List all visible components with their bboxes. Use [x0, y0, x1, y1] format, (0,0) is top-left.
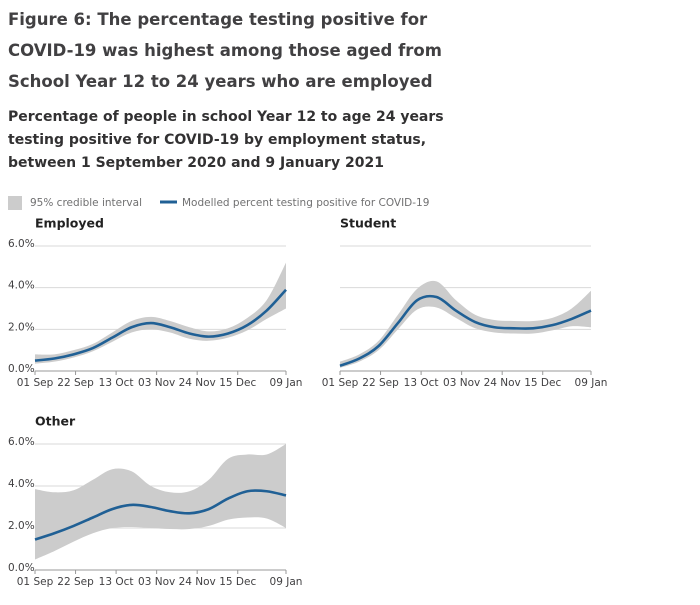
x-tick-label: 01 Sep — [322, 377, 359, 389]
x-tick-label: 24 Nov — [179, 576, 216, 588]
x-tick-label: 09 Jan — [270, 576, 303, 588]
x-tick-label: 15 Dec — [524, 377, 561, 389]
x-tick-label: 01 Sep — [17, 576, 54, 588]
panel-title: Employed — [35, 216, 104, 231]
legend-swatch — [8, 196, 22, 210]
panel-title: Student — [340, 216, 396, 231]
legend-label: 95% credible interval — [30, 197, 142, 209]
modelled-line — [34, 489, 287, 541]
credible-interval — [35, 444, 286, 560]
x-tick-label: 13 Oct — [99, 377, 134, 389]
x-tick-label: 09 Jan — [270, 377, 303, 389]
x-tick-label: 03 Nov — [443, 377, 480, 389]
x-tick-label: 15 Dec — [219, 576, 256, 588]
figure-title: Figure 6: The percentage testing positiv… — [8, 10, 442, 91]
x-tick-label: 22 Sep — [57, 576, 94, 588]
x-tick-label: 22 Sep — [362, 377, 399, 389]
figure-subtitle: Percentage of people in school Year 12 t… — [8, 109, 444, 171]
x-tick-label: 09 Jan — [575, 377, 608, 389]
x-tick-label: 22 Sep — [57, 377, 94, 389]
y-tick-label: 2.0% — [8, 520, 35, 532]
x-tick-label: 13 Oct — [404, 377, 439, 389]
x-tick-label: 24 Nov — [484, 377, 521, 389]
modelled-line — [34, 288, 287, 362]
x-tick-label: 15 Dec — [219, 377, 256, 389]
y-tick-label: 6.0% — [8, 238, 35, 250]
y-tick-label: 6.0% — [8, 436, 35, 448]
y-tick-label: 0.0% — [8, 363, 35, 375]
y-tick-label: 4.0% — [8, 478, 35, 490]
y-tick-label: 4.0% — [8, 280, 35, 292]
x-tick-label: 03 Nov — [138, 576, 175, 588]
x-tick-label: 24 Nov — [179, 377, 216, 389]
panel-title: Other — [35, 414, 76, 429]
credible-interval — [340, 280, 591, 368]
legend-label: Modelled percent testing positive for CO… — [182, 197, 429, 209]
y-tick-label: 2.0% — [8, 321, 35, 333]
x-tick-label: 13 Oct — [99, 576, 134, 588]
modelled-line — [339, 294, 592, 368]
y-tick-label: 0.0% — [8, 562, 35, 574]
x-tick-label: 03 Nov — [138, 377, 175, 389]
x-tick-label: 01 Sep — [17, 377, 54, 389]
credible-interval — [35, 262, 286, 364]
